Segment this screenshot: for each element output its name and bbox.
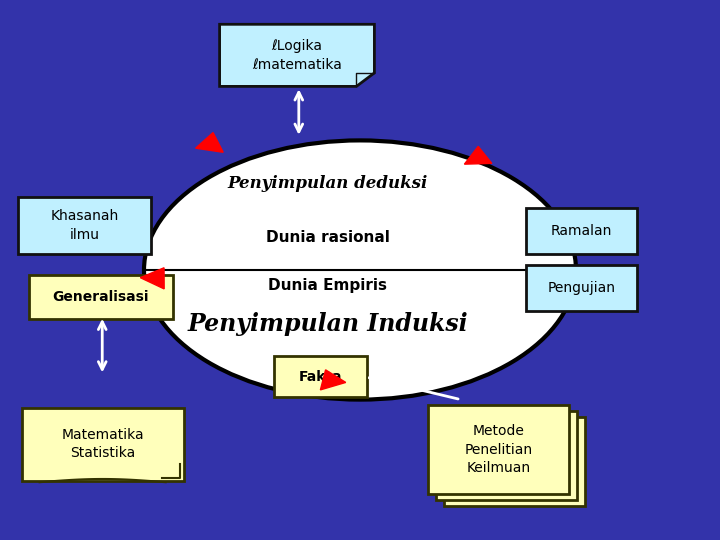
Text: Dunia rasional: Dunia rasional: [266, 230, 390, 245]
FancyBboxPatch shape: [274, 356, 367, 397]
Polygon shape: [320, 370, 346, 390]
Polygon shape: [140, 268, 164, 289]
Text: Dunia Empiris: Dunia Empiris: [268, 278, 387, 293]
Polygon shape: [196, 133, 223, 152]
Text: ℓLogika
ℓmatematika: ℓLogika ℓmatematika: [252, 39, 342, 71]
Text: Matematika
Statistika: Matematika Statistika: [61, 428, 144, 460]
FancyBboxPatch shape: [526, 208, 637, 254]
FancyBboxPatch shape: [29, 275, 173, 319]
Polygon shape: [220, 24, 374, 86]
FancyBboxPatch shape: [436, 411, 577, 500]
Text: Pengujian: Pengujian: [547, 281, 616, 294]
Text: Penyimpulan Induksi: Penyimpulan Induksi: [187, 312, 468, 336]
Text: Ramalan: Ramalan: [551, 224, 612, 238]
Ellipse shape: [144, 140, 576, 400]
Text: Khasanah
ilmu: Khasanah ilmu: [50, 209, 119, 241]
FancyBboxPatch shape: [526, 265, 637, 310]
Text: Generalisasi: Generalisasi: [53, 290, 149, 304]
FancyBboxPatch shape: [22, 408, 184, 481]
Text: Fakta: Fakta: [299, 370, 342, 383]
Polygon shape: [464, 146, 492, 164]
Text: Penyimpulan deduksi: Penyimpulan deduksi: [228, 175, 428, 192]
Text: Metode
Penelitian
Keilmuan: Metode Penelitian Keilmuan: [464, 424, 533, 475]
FancyBboxPatch shape: [444, 417, 585, 506]
FancyBboxPatch shape: [428, 405, 569, 494]
FancyBboxPatch shape: [18, 197, 151, 254]
